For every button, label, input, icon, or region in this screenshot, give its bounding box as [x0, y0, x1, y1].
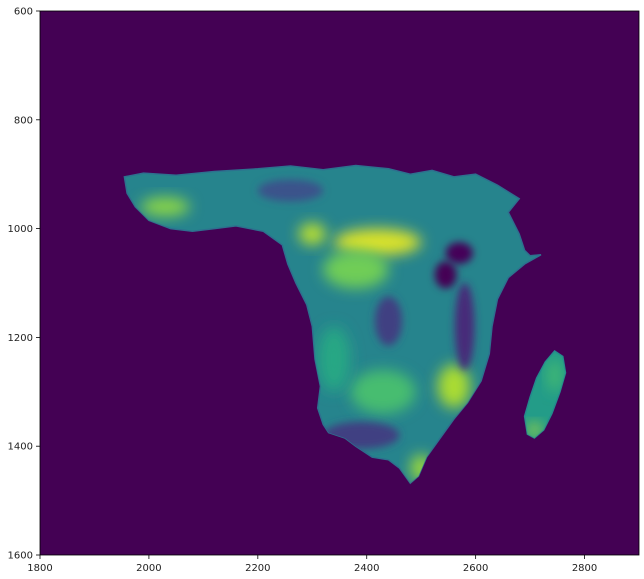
low-patch-interior-dark [374, 296, 403, 346]
highlight-central-band [334, 228, 422, 256]
y-tick-label: 1000 [8, 224, 33, 235]
highlight-island-south [527, 423, 541, 437]
x-tick-label: 2400 [354, 563, 379, 574]
y-axis: 600 800 1000 1200 1400 1600 [8, 7, 40, 562]
highlight-central-interior [323, 250, 389, 289]
highlight-west-upper [298, 223, 326, 245]
highlight-south-central [350, 370, 416, 414]
x-tick-label: 2000 [136, 563, 161, 574]
y-tick-label: 800 [14, 115, 33, 126]
highlight-northwest-coast [140, 197, 190, 217]
highlight-east-lower [437, 364, 471, 409]
y-tick-label: 600 [14, 7, 33, 18]
x-tick-label: 2800 [572, 563, 597, 574]
highlight-west-coast [317, 326, 351, 392]
y-tick-label: 1200 [8, 333, 33, 344]
y-tick-label: 1600 [8, 551, 33, 562]
x-axis: 1800 2000 2200 2400 2600 2800 [27, 555, 597, 574]
low-patch-rift-east [454, 283, 475, 370]
axes-frame [39, 10, 640, 556]
x-tick-label: 2600 [463, 563, 488, 574]
x-tick-label: 2200 [245, 563, 270, 574]
low-patch-lake-east-1 [445, 242, 473, 264]
highlight-island-east [548, 359, 562, 392]
low-patch-lake-east-2 [434, 261, 457, 289]
heatmap-detail [140, 179, 562, 482]
low-patch-north-coast-dark [257, 179, 324, 202]
y-tick-label: 1400 [8, 442, 33, 453]
x-tick-label: 1800 [27, 563, 52, 574]
region-mainland [123, 164, 542, 485]
